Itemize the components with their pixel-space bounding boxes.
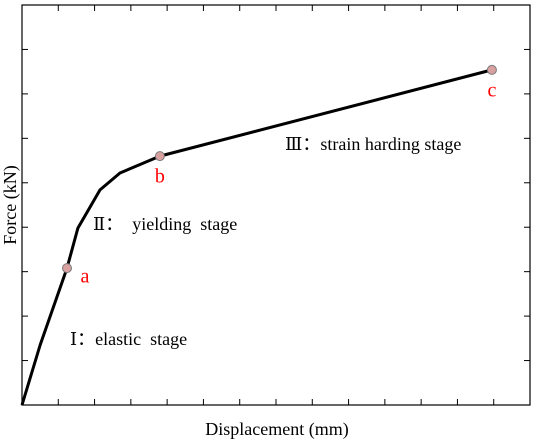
x-axis-label: Displacement (mm) (205, 419, 348, 440)
point-label: b (155, 166, 165, 188)
point-marker (486, 64, 497, 75)
stage-annotation: Ⅰ：elastic stage (70, 329, 187, 349)
curve (20, 68, 493, 406)
point-label: a (81, 266, 90, 288)
y-axis-label: Force (kN) (0, 165, 21, 244)
stage-annotation: Ⅱ： yielding stage (93, 214, 237, 234)
point-marker (61, 263, 72, 274)
stage-annotation: Ⅲ：strain harding stage (285, 134, 461, 154)
point-marker (154, 151, 165, 162)
point-label: c (487, 79, 496, 101)
